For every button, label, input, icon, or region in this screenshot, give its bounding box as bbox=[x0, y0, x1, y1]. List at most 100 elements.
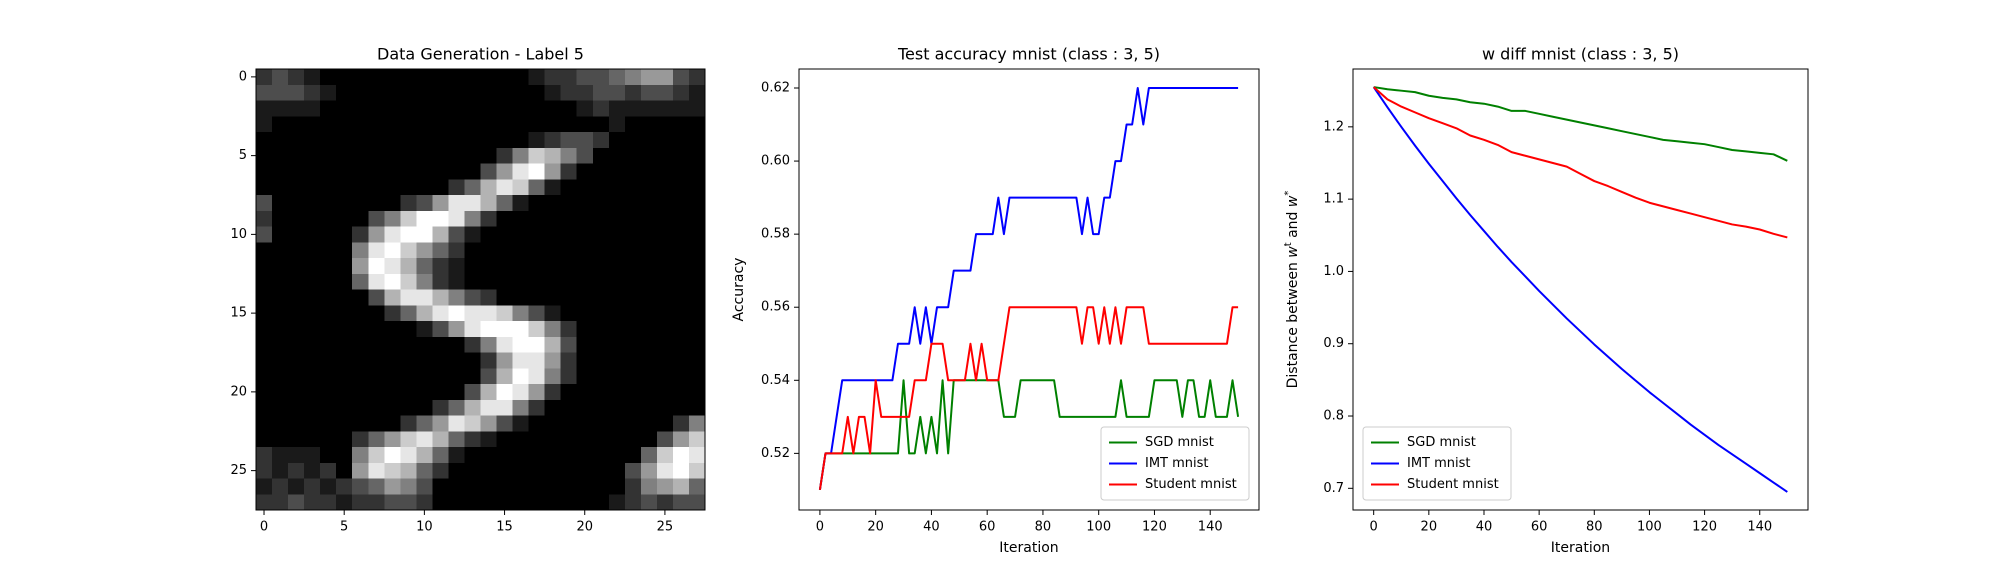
heatmap-cell bbox=[416, 368, 433, 385]
heatmap-cell bbox=[416, 462, 433, 479]
heatmap-cell bbox=[416, 226, 433, 243]
x-axis-label: Iteration bbox=[1551, 540, 1610, 556]
heatmap-cell bbox=[528, 100, 546, 117]
heatmap-cell bbox=[336, 242, 353, 259]
heatmap-cell bbox=[416, 305, 433, 322]
heatmap-cell bbox=[672, 84, 690, 101]
heatmap-cell bbox=[672, 289, 690, 306]
heatmap-cell bbox=[592, 116, 610, 133]
heatmap-cell bbox=[304, 399, 321, 416]
heatmap-cell bbox=[256, 384, 273, 401]
heatmap-cell bbox=[384, 147, 401, 164]
data-line bbox=[1372, 86, 1788, 493]
heatmap-cell bbox=[576, 132, 594, 149]
heatmap-cell bbox=[336, 431, 353, 448]
heatmap-cell bbox=[624, 494, 642, 510]
heatmap-cell bbox=[384, 116, 401, 133]
heatmap-cell bbox=[304, 116, 321, 133]
heatmap-cell bbox=[432, 84, 449, 101]
x-tick-label: 80 bbox=[1035, 520, 1052, 535]
heatmap-cell bbox=[272, 179, 289, 196]
heatmap-cell bbox=[464, 289, 481, 306]
heatmap-cell bbox=[544, 352, 562, 369]
heatmap-cell bbox=[432, 462, 449, 479]
heatmap-cell bbox=[448, 352, 465, 369]
heatmap-cell bbox=[656, 305, 674, 322]
heatmap-cell bbox=[384, 494, 401, 510]
heatmap-cell bbox=[256, 399, 273, 416]
heatmap-cell bbox=[512, 242, 530, 259]
heatmap-cell bbox=[592, 415, 610, 432]
heatmap-cell bbox=[592, 462, 610, 479]
heatmap-cell bbox=[256, 195, 273, 212]
heatmap-cell bbox=[368, 447, 385, 464]
heatmap-cell bbox=[256, 273, 273, 290]
heatmap-cell bbox=[576, 384, 594, 401]
heatmap-cell bbox=[624, 305, 642, 322]
heatmap-cell bbox=[480, 305, 497, 322]
heatmap-cell bbox=[256, 179, 273, 196]
heatmap-cell bbox=[432, 242, 449, 259]
heatmap-cell bbox=[448, 368, 465, 385]
heatmap-cell bbox=[640, 336, 658, 353]
heatmap-cell bbox=[320, 179, 337, 196]
y-tick-label: 10 bbox=[230, 227, 247, 242]
heatmap-cell bbox=[352, 258, 369, 275]
heatmap-cell bbox=[592, 84, 610, 101]
heatmap-cell bbox=[256, 415, 273, 432]
heatmap-cell bbox=[624, 210, 642, 227]
heatmap-cell bbox=[576, 462, 594, 479]
heatmap-cell bbox=[576, 69, 594, 86]
heatmap-cell bbox=[336, 399, 353, 416]
heatmap-cell bbox=[384, 447, 401, 464]
heatmap-cell bbox=[368, 69, 385, 86]
heatmap-cell bbox=[448, 415, 465, 432]
heatmap-cell bbox=[464, 132, 481, 149]
heatmap-cell bbox=[416, 494, 433, 510]
heatmap-cell bbox=[592, 242, 610, 259]
heatmap-cell bbox=[688, 100, 705, 117]
heatmap-cell bbox=[496, 226, 513, 243]
heatmap-cell bbox=[304, 179, 321, 196]
heatmap-cell bbox=[448, 210, 465, 227]
heatmap-cell bbox=[608, 305, 626, 322]
legend-label: IMT mnist bbox=[1407, 456, 1471, 471]
heatmap-cell bbox=[608, 132, 626, 149]
chart-title: Data Generation - Label 5 bbox=[377, 45, 584, 64]
heatmap-cell bbox=[368, 132, 385, 149]
heatmap-cell bbox=[608, 478, 626, 495]
heatmap-cell bbox=[336, 352, 353, 369]
heatmap-cell bbox=[528, 226, 546, 243]
heatmap-cell bbox=[608, 100, 626, 117]
heatmap-cell bbox=[352, 399, 369, 416]
heatmap-cell bbox=[464, 478, 481, 495]
heatmap-cell bbox=[368, 352, 385, 369]
heatmap-cell bbox=[432, 321, 449, 338]
heatmap-cell bbox=[528, 415, 546, 432]
heatmap-cell bbox=[640, 447, 658, 464]
heatmap-cell bbox=[400, 399, 417, 416]
heatmap-cell bbox=[384, 368, 401, 385]
heatmap-cell bbox=[320, 368, 337, 385]
heatmap-cell bbox=[480, 415, 497, 432]
heatmap-cell bbox=[400, 368, 417, 385]
heatmap-cell bbox=[640, 242, 658, 259]
heatmap-cell bbox=[416, 132, 433, 149]
x-tick-label: 60 bbox=[1531, 520, 1548, 535]
heatmap-cell bbox=[640, 321, 658, 338]
heatmap-cell bbox=[688, 195, 705, 212]
heatmap-cell bbox=[384, 352, 401, 369]
heatmap-cell bbox=[576, 242, 594, 259]
heatmap-cell bbox=[416, 431, 433, 448]
y-axis-label-part: t bbox=[1283, 242, 1294, 246]
heatmap-cell bbox=[608, 336, 626, 353]
heatmap-cell bbox=[384, 69, 401, 86]
heatmap-cell bbox=[640, 116, 658, 133]
heatmap-cell bbox=[320, 336, 337, 353]
heatmap-cell bbox=[256, 352, 273, 369]
heatmap-cell bbox=[448, 462, 465, 479]
heatmap-cell bbox=[384, 226, 401, 243]
heatmap-cell bbox=[496, 69, 513, 86]
heatmap-cell bbox=[592, 336, 610, 353]
heatmap-cell bbox=[688, 69, 705, 86]
